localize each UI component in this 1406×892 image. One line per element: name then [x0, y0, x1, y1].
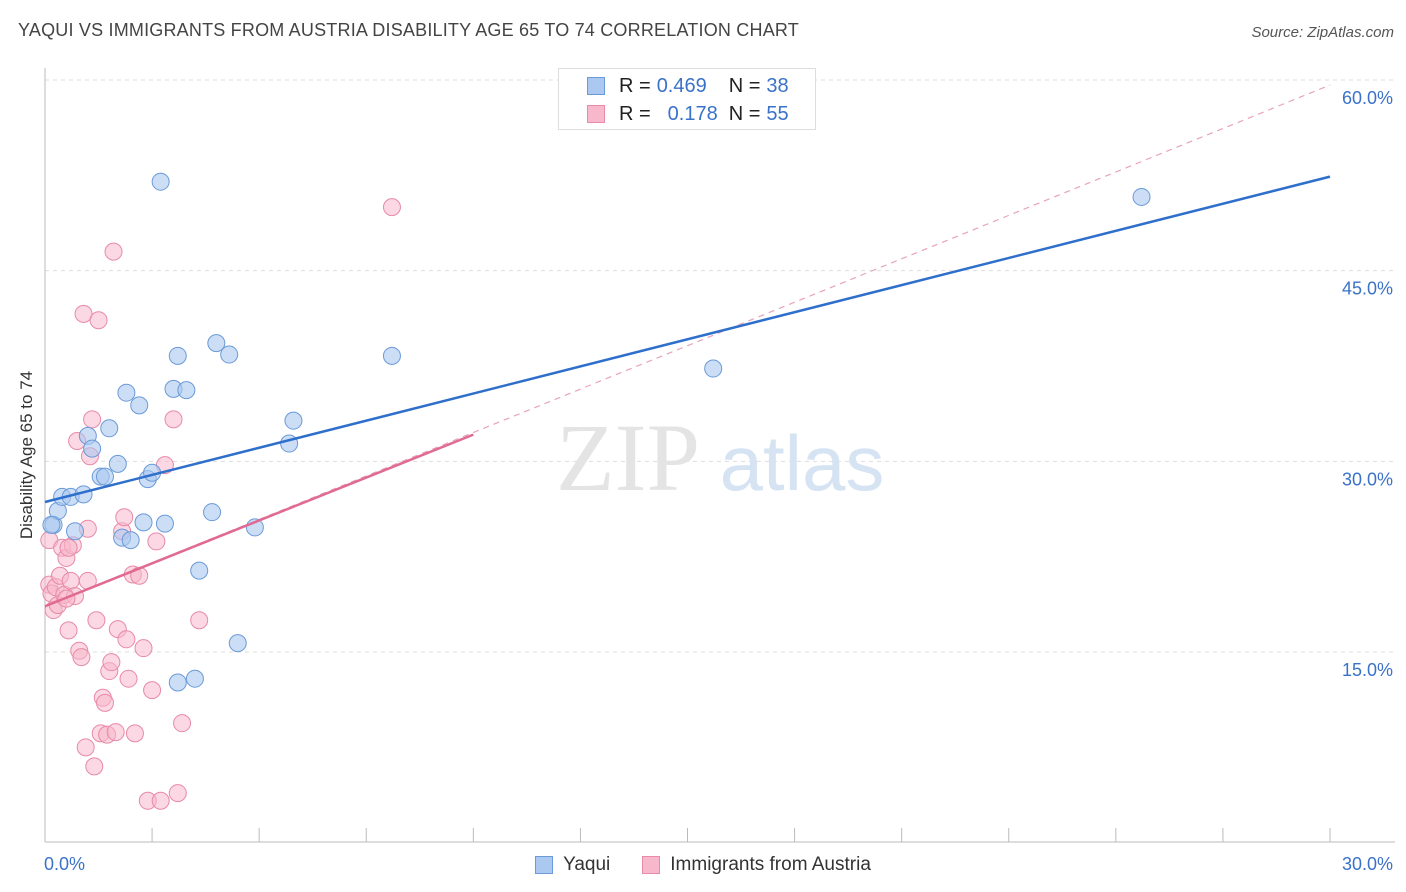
- austria-swatch: [587, 105, 605, 123]
- y-tick-labels: 15.0% 30.0% 45.0% 60.0%: [1342, 88, 1393, 680]
- legend-item-austria[interactable]: Immigrants from Austria: [642, 854, 871, 876]
- yaqui-swatch: [587, 77, 605, 95]
- austria-trend-line: [44, 433, 474, 608]
- yaqui-point: [83, 439, 102, 458]
- austria-legend-swatch: [642, 856, 661, 874]
- yaqui-point: [704, 359, 723, 378]
- austria-point: [164, 410, 183, 429]
- y-tick-label: 60.0%: [1342, 88, 1393, 108]
- austria-legend-label: Immigrants from Austria: [670, 854, 871, 875]
- yaqui-points: [42, 172, 1151, 692]
- source-label: Source: ZipAtlas.com: [1251, 24, 1394, 41]
- austria-point: [59, 538, 78, 557]
- austria-point: [95, 693, 114, 712]
- austria-point: [125, 724, 144, 743]
- correlation-legend: R = 0.469 N = 38 R = 0.178 N = 55: [558, 68, 816, 130]
- y-axis-label: Disability Age 65 to 74: [17, 370, 36, 540]
- austria-point: [119, 669, 138, 688]
- yaqui-trend-line: [44, 175, 1331, 504]
- n-value: 55: [766, 102, 789, 125]
- yaqui-point: [42, 515, 61, 534]
- n-label: N =: [728, 74, 761, 97]
- y-tick-label: 45.0%: [1342, 279, 1393, 299]
- yaqui-point: [1132, 187, 1151, 206]
- yaqui-point: [207, 334, 226, 353]
- legend-row-austria: R = 0.178 N = 55: [587, 101, 789, 127]
- austria-point: [190, 611, 209, 630]
- yaqui-point: [382, 346, 401, 365]
- yaqui-point: [155, 514, 174, 533]
- yaqui-point: [185, 669, 204, 688]
- yaqui-point: [203, 503, 222, 522]
- yaqui-point: [151, 172, 170, 191]
- austria-point: [76, 738, 95, 757]
- austria-point: [147, 532, 166, 551]
- yaqui-point: [65, 522, 84, 541]
- austria-point: [143, 681, 162, 700]
- yaqui-point: [100, 419, 119, 438]
- yaqui-point: [168, 346, 187, 365]
- austria-point: [85, 757, 104, 776]
- y-tick-label: 30.0%: [1342, 469, 1393, 489]
- austria-point: [382, 198, 401, 217]
- yaqui-point: [108, 454, 127, 473]
- watermark-atlas: atlas: [720, 419, 885, 507]
- yaqui-point: [190, 561, 209, 580]
- n-label: N =: [728, 102, 761, 125]
- yaqui-point: [177, 381, 196, 400]
- legend-row-yaqui: R = 0.469 N = 38: [587, 73, 789, 99]
- yaqui-point: [228, 634, 247, 653]
- watermark: ZIP atlas: [556, 404, 884, 511]
- axes: [44, 68, 1395, 843]
- austria-point: [151, 791, 170, 810]
- yaqui-point: [95, 467, 114, 486]
- austria-point: [134, 639, 153, 658]
- yaqui-point: [220, 345, 239, 364]
- austria-points: [40, 198, 401, 810]
- x-tick-label: 0.0%: [44, 854, 85, 874]
- austria-point: [173, 714, 192, 733]
- n-value: 38: [766, 74, 789, 97]
- y-tick-label: 15.0%: [1342, 660, 1393, 680]
- austria-point: [61, 571, 80, 590]
- r-value: 0.178: [667, 102, 718, 125]
- series-legend: Yaqui Immigrants from Austria: [0, 852, 1406, 878]
- trend-lines: [44, 175, 1331, 608]
- austria-point: [87, 611, 106, 630]
- austria-point: [104, 242, 123, 261]
- yaqui-point: [284, 411, 303, 430]
- austria-point: [72, 648, 91, 667]
- legend-item-yaqui[interactable]: Yaqui: [535, 854, 610, 876]
- austria-point: [59, 621, 78, 640]
- yaqui-point: [168, 673, 187, 692]
- watermark-zip: ZIP: [556, 404, 700, 511]
- r-value: 0.469: [656, 74, 707, 97]
- yaqui-point: [121, 531, 140, 550]
- austria-point: [117, 630, 136, 649]
- austria-point: [74, 304, 93, 323]
- r-label: R =: [619, 102, 651, 125]
- austria-point: [168, 784, 187, 803]
- austria-point: [106, 723, 125, 742]
- yaqui-legend-label: Yaqui: [563, 854, 611, 875]
- yaqui-point: [134, 513, 153, 532]
- yaqui-point: [117, 383, 136, 402]
- austria-point: [89, 311, 108, 330]
- chart-title: YAQUI VS IMMIGRANTS FROM AUSTRIA DISABIL…: [18, 20, 799, 40]
- austria-point: [83, 410, 102, 429]
- yaqui-legend-swatch: [535, 856, 554, 874]
- x-tick-labels: 0.0% 30.0%: [44, 854, 1393, 874]
- yaqui-point: [130, 396, 149, 415]
- austria-point: [102, 653, 121, 672]
- austria-point: [115, 508, 134, 527]
- r-label: R =: [619, 74, 651, 97]
- x-tick-label: 30.0%: [1342, 854, 1393, 874]
